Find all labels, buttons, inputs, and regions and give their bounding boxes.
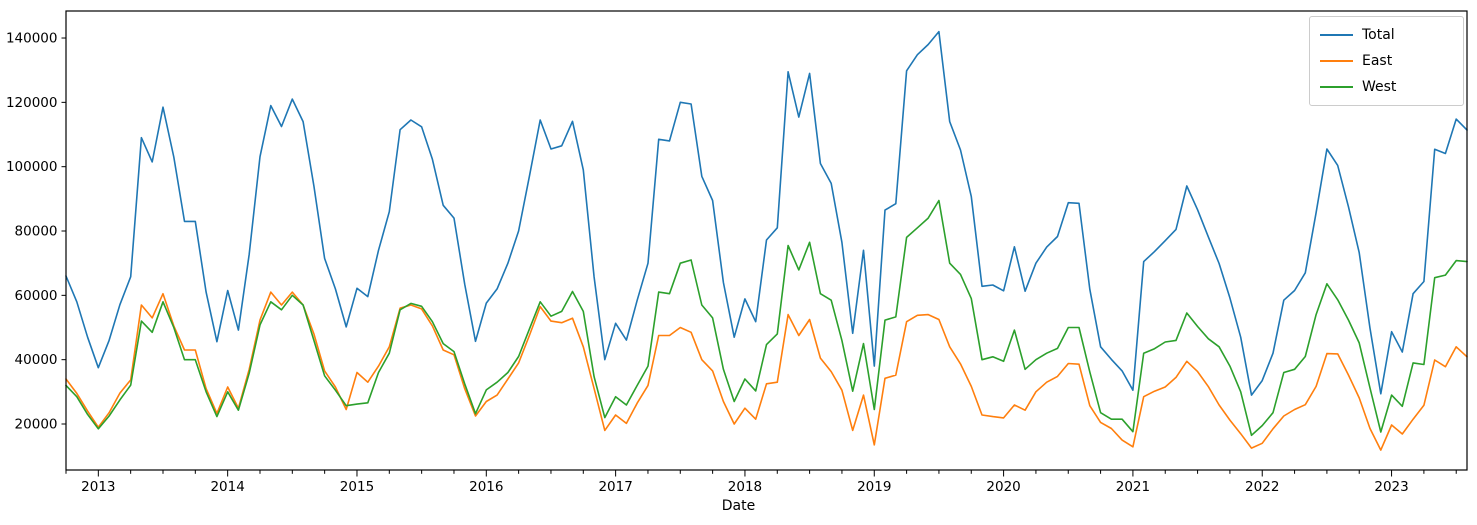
line-series-west <box>65 199 1468 437</box>
y-tick-label: 20000 <box>15 417 58 433</box>
y-tick-label: 120000 <box>6 95 58 111</box>
legend-line-sample-total <box>1320 33 1353 37</box>
x-tick-label: 2022 <box>1245 479 1279 495</box>
x-tick-label: 2014 <box>210 479 244 495</box>
legend: Total East West <box>1309 16 1464 106</box>
legend-label-east: East <box>1362 53 1393 69</box>
legend-item-east: East <box>1310 48 1463 74</box>
x-tick-label: 2017 <box>598 479 632 495</box>
line-series-total <box>65 30 1468 396</box>
x-tick-label: 2015 <box>340 479 374 495</box>
legend-line-sample-west <box>1320 85 1353 89</box>
y-tick-label: 80000 <box>15 224 58 240</box>
x-axis-title: Date <box>721 498 756 514</box>
x-tick-label: 2016 <box>469 479 503 495</box>
x-tick-label: 2020 <box>986 479 1020 495</box>
legend-label-west: West <box>1362 79 1397 95</box>
x-tick-label: 2013 <box>81 479 115 495</box>
plot-border <box>65 10 1468 471</box>
legend-label-total: Total <box>1362 27 1395 43</box>
x-tick-label: 2019 <box>857 479 891 495</box>
y-tick-label: 140000 <box>6 31 58 47</box>
y-tick-label: 60000 <box>15 288 58 304</box>
x-tick-label: 2018 <box>728 479 762 495</box>
legend-item-total: Total <box>1310 22 1463 48</box>
legend-line-sample-east <box>1320 59 1353 63</box>
line-series-east <box>65 291 1468 451</box>
x-tick-label: 2023 <box>1374 479 1408 495</box>
y-tick-label: 100000 <box>6 159 58 175</box>
y-tick-label: 40000 <box>15 352 58 368</box>
x-tick-label: 2021 <box>1116 479 1150 495</box>
legend-item-west: West <box>1310 74 1463 100</box>
